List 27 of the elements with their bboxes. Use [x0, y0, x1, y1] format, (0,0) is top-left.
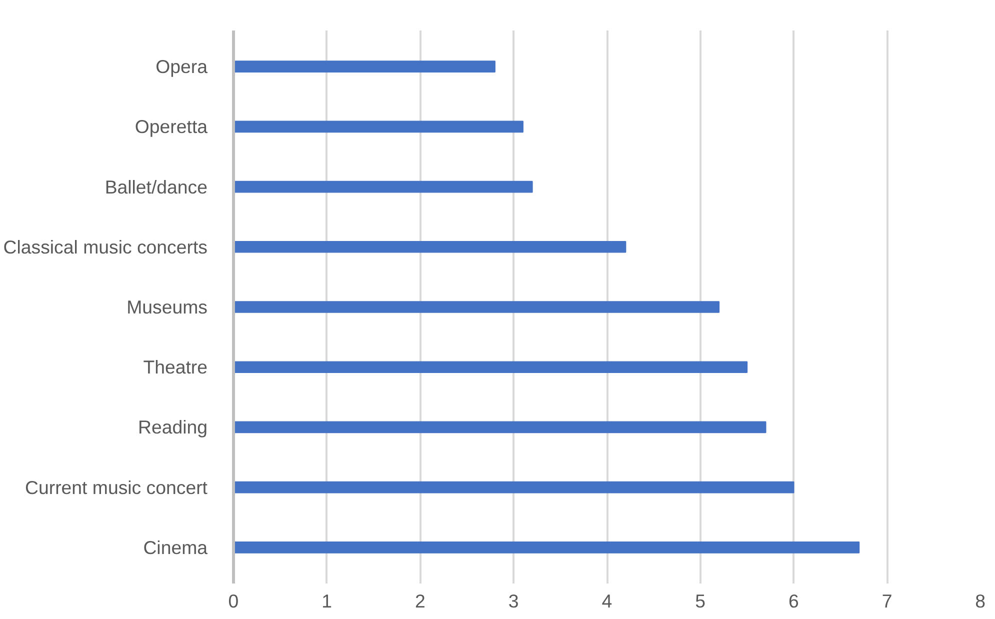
x-tick-label: 4 [602, 590, 612, 612]
bar [234, 481, 794, 494]
bar [234, 180, 533, 193]
x-tick-label: 8 [975, 590, 986, 612]
y-tick-label: Opera [156, 56, 208, 78]
x-tick-label: 5 [695, 590, 706, 612]
y-tick-label: Classical music concerts [3, 236, 208, 258]
y-tick-label: Cinema [143, 536, 208, 558]
bar [234, 240, 626, 253]
y-tick-label: Museums [126, 296, 208, 318]
y-tick-label: Theatre [143, 356, 208, 378]
bar [234, 361, 748, 374]
x-tick-label: 7 [882, 590, 892, 612]
bar [234, 421, 766, 434]
x-tick-label: 0 [228, 590, 239, 612]
x-tick-label: 1 [322, 590, 332, 612]
y-tick-label: Current music concert [25, 476, 208, 498]
y-tick-label: Ballet/dance [104, 176, 208, 198]
bar [234, 542, 860, 554]
bar [234, 301, 720, 313]
x-tick-label: 6 [788, 590, 799, 612]
x-tick-label: 2 [415, 590, 426, 612]
y-tick-label: Operetta [134, 116, 208, 138]
x-tick-label: 3 [508, 590, 519, 612]
y-tick-label: Reading [138, 416, 208, 438]
bar [234, 120, 524, 133]
bar [234, 60, 496, 72]
